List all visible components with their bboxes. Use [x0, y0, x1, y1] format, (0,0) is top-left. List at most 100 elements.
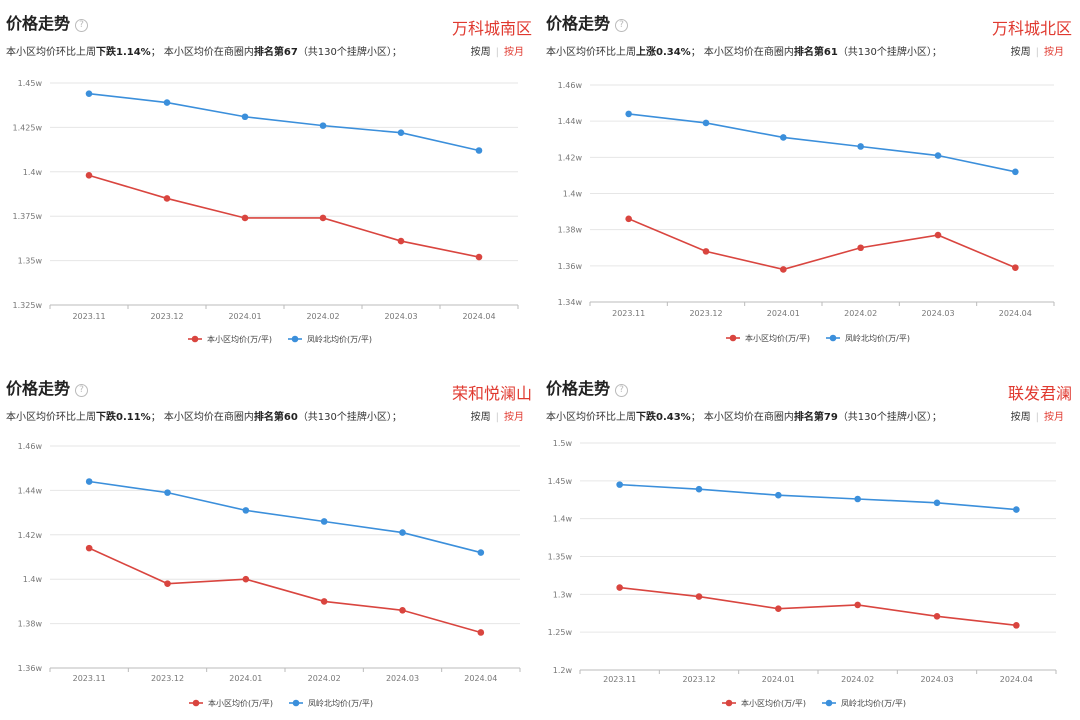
legend-marker: [192, 699, 200, 707]
data-point: [320, 518, 328, 525]
community-name: 联发君澜: [1007, 384, 1072, 403]
data-point: [702, 248, 710, 255]
x-tick-label: 2024.02: [308, 674, 341, 683]
x-tick-label: 2024.01: [228, 312, 261, 321]
x-tick-label: 2023.11: [72, 312, 105, 321]
data-point: [85, 172, 93, 179]
x-tick-label: 2023.11: [612, 309, 645, 318]
district-rank: 排名第60: [253, 412, 298, 423]
price-trend-panel-lianfa: 价格走势? 联发君澜 本小区均价环比上周下跌0.43%； 本小区均价在商圈内排名…: [540, 365, 1080, 720]
district-rank: 排名第67: [253, 47, 298, 58]
community-name: 荣和悦澜山: [451, 384, 532, 403]
data-point: [475, 253, 483, 261]
data-point: [319, 122, 327, 129]
toggle-divider: |: [1035, 412, 1039, 423]
data-point: [475, 147, 483, 154]
x-tick-label: 2024.03: [386, 674, 419, 683]
data-point: [934, 152, 942, 159]
data-point: [163, 99, 171, 106]
legend-label: 凤岭北均价(万/平): [307, 334, 372, 344]
weekly-change: 下跌0.43%: [636, 412, 691, 423]
data-point: [775, 491, 782, 499]
legend-marker: [829, 334, 837, 342]
data-point: [399, 529, 406, 536]
data-point: [241, 113, 249, 121]
price-trend-panel-wanke-north: 价格走势? 万科城北区 本小区均价环比上周上涨0.34%； 本小区均价在商圈内排…: [540, 0, 1080, 360]
series-line: [88, 547, 482, 634]
data-point: [241, 214, 249, 222]
data-point: [854, 495, 861, 503]
x-tick-label: 2023.11: [603, 675, 636, 684]
panel-title: 价格走势?: [546, 375, 629, 399]
x-tick-label: 2024.01: [229, 674, 262, 683]
data-point: [625, 215, 632, 223]
data-point: [164, 489, 171, 496]
period-toggle: 按周 | 按月: [1011, 408, 1064, 423]
series-line: [619, 483, 1017, 511]
y-tick-label: 1.36w: [558, 262, 583, 271]
data-point: [477, 549, 485, 556]
y-tick-label: 1.42w: [18, 531, 43, 540]
data-point: [857, 244, 864, 252]
y-tick-label: 1.46w: [558, 81, 583, 90]
price-summary: 本小区均价环比上周上涨0.34%； 本小区均价在商圈内排名第61（共130个挂牌…: [546, 47, 942, 58]
x-tick-label: 2024.01: [767, 309, 800, 318]
y-tick-label: 1.35w: [548, 553, 573, 562]
x-tick-label: 2024.03: [920, 675, 953, 684]
legend-marker: [191, 335, 199, 343]
x-tick-label: 2024.02: [844, 309, 877, 318]
x-tick-label: 2023.12: [151, 674, 184, 683]
y-tick-label: 1.425w: [13, 123, 43, 132]
legend-label: 本小区均价(万/平): [745, 333, 810, 343]
y-tick-label: 1.35w: [18, 257, 43, 266]
data-point: [85, 90, 93, 97]
legend-marker: [292, 699, 300, 707]
help-icon[interactable]: ?: [75, 384, 89, 397]
x-tick-label: 2024.03: [384, 312, 417, 321]
price-summary: 本小区均价环比上周下跌1.14%； 本小区均价在商圈内排名第67（共130个挂牌…: [6, 47, 402, 58]
toggle-week-button[interactable]: 按周: [1010, 412, 1031, 423]
y-tick-label: 1.45w: [548, 477, 573, 486]
toggle-month-button[interactable]: 按月: [1044, 47, 1064, 58]
period-toggle: 按周 | 按月: [471, 43, 524, 58]
data-point: [695, 593, 703, 600]
data-point: [780, 266, 787, 273]
toggle-month-button[interactable]: 按月: [504, 412, 524, 423]
data-point: [164, 580, 171, 587]
y-tick-label: 1.325w: [13, 301, 43, 310]
y-tick-label: 1.38w: [18, 620, 43, 629]
y-tick-label: 1.2w: [553, 666, 573, 675]
y-tick-label: 1.4w: [23, 168, 43, 177]
x-tick-label: 2024.04: [462, 312, 495, 321]
toggle-week-button[interactable]: 按周: [470, 47, 491, 58]
toggle-month-button[interactable]: 按月: [1044, 412, 1064, 423]
legend-label: 本小区均价(万/平): [208, 698, 273, 708]
data-point: [397, 129, 405, 137]
data-point: [319, 214, 327, 222]
price-trend-panel-wanke-south: 价格走势? 万科城南区 本小区均价环比上周下跌1.14%； 本小区均价在商圈内排…: [0, 0, 540, 360]
toggle-week-button[interactable]: 按周: [470, 412, 491, 423]
toggle-month-button[interactable]: 按月: [504, 47, 524, 58]
help-icon[interactable]: ?: [75, 19, 89, 32]
data-point: [163, 195, 171, 202]
x-tick-label: 2024.02: [306, 312, 339, 321]
series-line: [628, 218, 1016, 271]
help-icon[interactable]: ?: [615, 19, 629, 32]
line-chart: 1.36w 1.38w 1.4w 1.42w 1.44w 1.46w 2023.11 2023…: [18, 442, 521, 708]
panel-title: 价格走势?: [6, 10, 89, 34]
series-line: [89, 480, 482, 554]
line-chart: 1.34w 1.36w 1.38w 1.4w 1.42w 1.44w 1.46w 2023.1…: [558, 81, 1055, 343]
series-line: [619, 586, 1017, 627]
legend-label: 凤岭北均价(万/平): [841, 698, 906, 708]
help-icon[interactable]: ?: [615, 384, 629, 397]
y-tick-label: 1.3w: [553, 590, 573, 599]
y-tick-label: 1.375w: [13, 212, 43, 221]
legend-label: 本小区均价(万/平): [207, 334, 272, 344]
data-point: [85, 544, 93, 552]
data-point: [857, 143, 864, 150]
legend-marker: [725, 699, 733, 707]
x-tick-label: 2024.03: [921, 309, 954, 318]
x-tick-label: 2024.04: [999, 309, 1032, 318]
y-tick-label: 1.4w: [23, 575, 43, 584]
toggle-week-button[interactable]: 按周: [1010, 47, 1031, 58]
